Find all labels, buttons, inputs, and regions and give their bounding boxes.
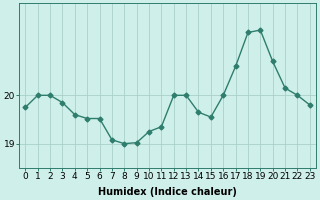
X-axis label: Humidex (Indice chaleur): Humidex (Indice chaleur) bbox=[98, 187, 237, 197]
